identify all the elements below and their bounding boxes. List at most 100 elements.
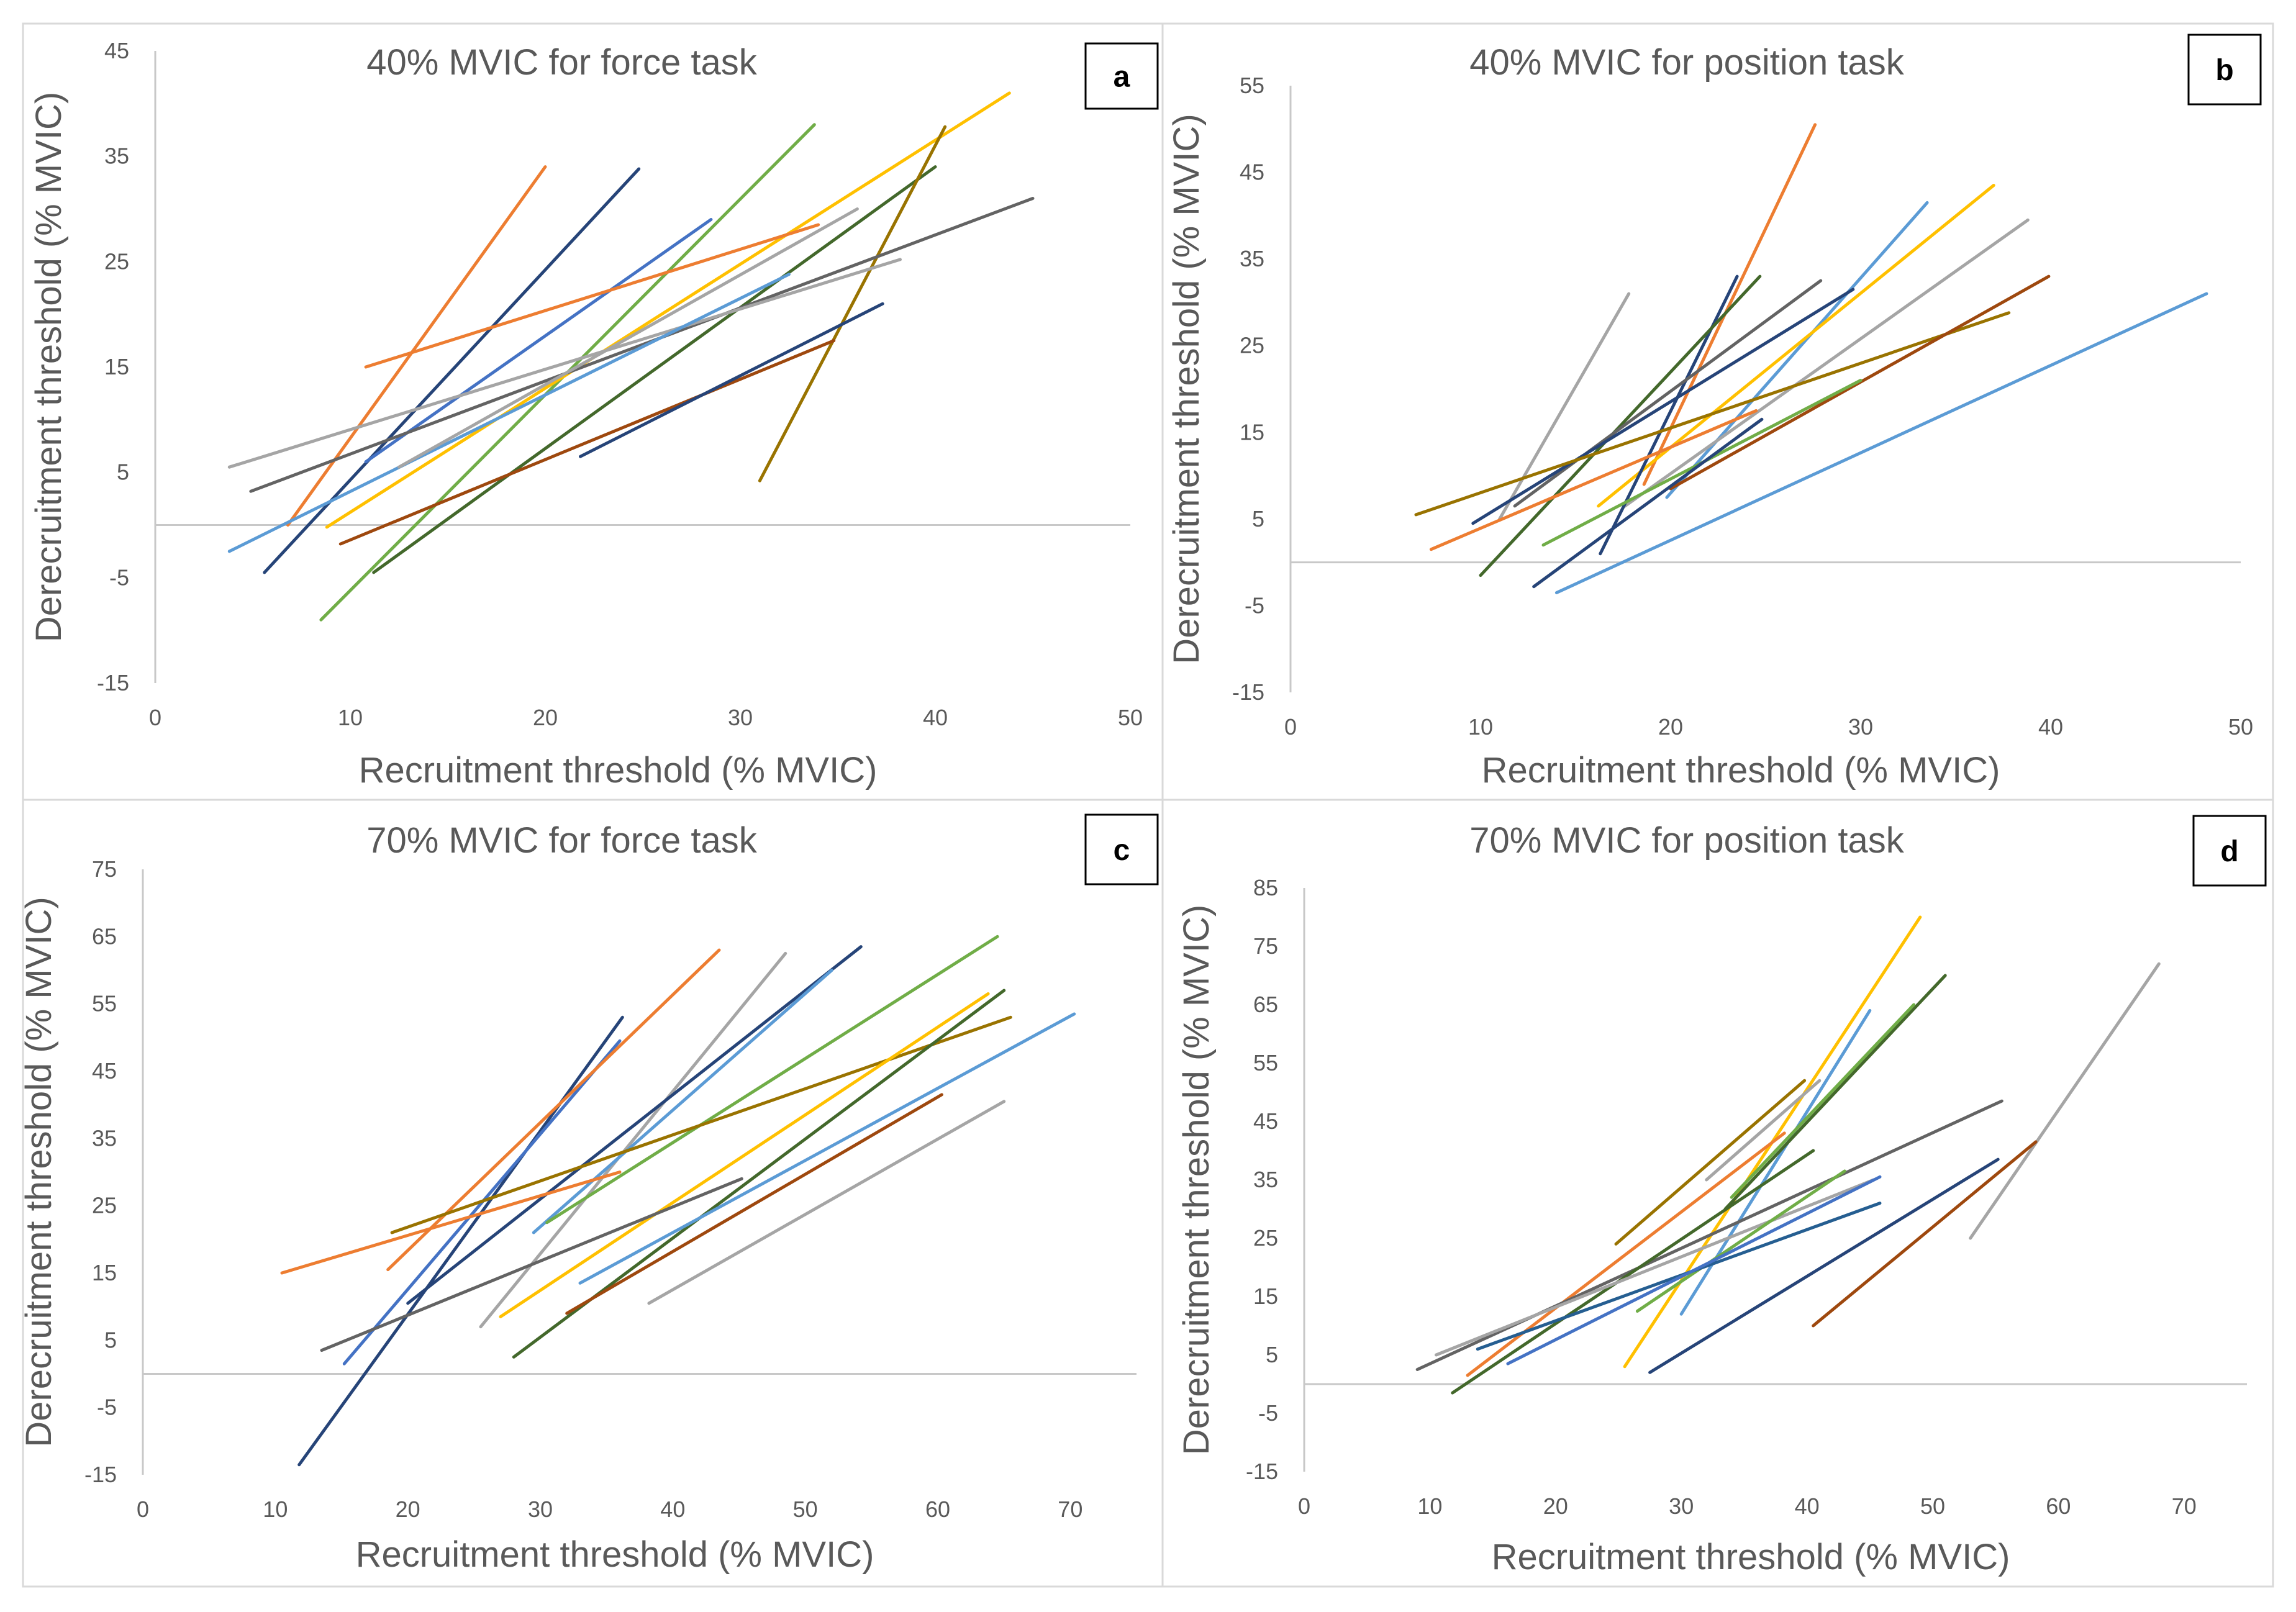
y-axis-label: Derecruitment threshold (% MVIC) — [1176, 905, 1217, 1455]
x-tick-label: 0 — [149, 705, 161, 730]
chart-title: 40% MVIC for force task — [366, 42, 758, 83]
y-axis-label: Derecruitment threshold (% MVIC) — [19, 897, 59, 1447]
y-tick-label: 35 — [1240, 246, 1264, 271]
y-tick-label: -5 — [1245, 592, 1264, 618]
series-line-9 — [249, 197, 1035, 493]
x-axis-label: Recruitment threshold (% MVIC) — [1482, 750, 2000, 790]
x-tick-label: 10 — [263, 1497, 288, 1522]
series-line-2 — [263, 167, 641, 574]
series-line-8 — [1513, 279, 1823, 508]
x-tick-label: 40 — [2038, 714, 2063, 740]
y-tick-label: 45 — [104, 38, 129, 63]
x-tick-label: 60 — [925, 1497, 950, 1522]
panel-frame — [1161, 799, 2274, 1588]
series-line-2 — [1642, 123, 1817, 486]
y-tick-label: 45 — [1240, 160, 1264, 185]
y-tick-label: 5 — [1266, 1342, 1278, 1367]
series-line-13 — [338, 339, 836, 546]
y-tick-label: -15 — [1246, 1459, 1278, 1484]
y-tick-label: 5 — [1252, 506, 1264, 532]
y-tick-label: 35 — [104, 143, 129, 169]
series-line-11 — [227, 273, 791, 553]
chart-panel-b: -15 -5 5 15 25 35 45 55 0 10 20 30 40 50 40% MVIC for … — [1161, 22, 2274, 801]
panel-letter: a — [1114, 61, 1130, 94]
x-axis-label: Recruitment threshold (% MVIC) — [1492, 1537, 2010, 1577]
series-line-9 — [280, 1171, 622, 1275]
chart-panel-a: -15 -5 5 15 25 35 45 0 10 20 30 40 50 40% MVIC for fo… — [22, 22, 1164, 801]
series-line-10 — [1451, 1149, 1815, 1395]
y-tick-label: 25 — [1253, 1225, 1278, 1251]
y-tick-label: 15 — [1253, 1284, 1278, 1309]
series-line-5 — [325, 91, 1011, 529]
y-tick-label: 15 — [1240, 419, 1264, 445]
series-line-7 — [1479, 274, 1762, 577]
series-line-10 — [227, 258, 902, 469]
y-tick-label: 35 — [92, 1125, 117, 1151]
x-tick-label: 40 — [923, 705, 948, 730]
series-line-10 — [499, 992, 990, 1318]
series-line-12 — [1635, 1169, 1846, 1313]
panel-letter-box — [1084, 42, 1159, 110]
series-line-15 — [320, 1177, 743, 1352]
y-tick-label: 25 — [1240, 333, 1264, 358]
y-tick-label: -15 — [97, 670, 129, 695]
series-line-1 — [297, 1015, 624, 1467]
y-tick-label: 45 — [1253, 1108, 1278, 1134]
series-line-6 — [1614, 1079, 1807, 1246]
y-tick-label: 65 — [92, 923, 117, 949]
series-line-8 — [1969, 962, 2161, 1240]
series-line-4 — [1730, 1003, 1916, 1199]
series-line-8 — [390, 1015, 1012, 1234]
series-line-14 — [579, 302, 884, 458]
series-line-5 — [406, 945, 863, 1305]
series-line-15 — [1648, 1157, 2000, 1374]
y-tick-label: -5 — [109, 564, 129, 590]
panel-letter: c — [1114, 834, 1130, 867]
x-tick-label: 0 — [1284, 714, 1297, 740]
series-line-5 — [1705, 1079, 1822, 1182]
series-line-3 — [364, 218, 713, 464]
series-line-6 — [1599, 274, 1739, 556]
y-tick-label: 25 — [92, 1193, 117, 1218]
series-line-3 — [1723, 974, 1947, 1211]
series-line-1 — [1498, 292, 1631, 521]
panel-frame — [22, 22, 1164, 801]
x-tick-label: 0 — [1298, 1493, 1310, 1519]
y-tick-label: 55 — [92, 991, 117, 1017]
y-tick-label: -15 — [84, 1462, 117, 1487]
series-line-10 — [1414, 311, 2011, 517]
y-tick-label: 45 — [92, 1058, 117, 1084]
x-tick-label: 20 — [1543, 1493, 1568, 1519]
series-line-14 — [647, 1100, 1006, 1305]
x-tick-label: 30 — [728, 705, 753, 730]
panel-letter: d — [2220, 835, 2238, 868]
series-line-12 — [397, 207, 859, 469]
chart-title: 70% MVIC for position task — [1469, 820, 1905, 861]
y-axis-label: Derecruitment threshold (% MVIC) — [1166, 114, 1207, 664]
chart-title: 70% MVIC for force task — [366, 820, 758, 861]
chart-panel-c: -15 -5 5 15 25 35 45 55 65 75 0 10 20 30 40 50 60 70 70% M… — [19, 799, 1164, 1588]
x-tick-label: 60 — [2046, 1493, 2071, 1519]
series-line-6 — [372, 165, 937, 574]
series-line-11 — [1435, 1178, 1876, 1357]
x-tick-label: 10 — [1417, 1493, 1442, 1519]
y-tick-label: -15 — [1232, 679, 1264, 705]
x-tick-label: 40 — [1795, 1493, 1820, 1519]
x-tick-label: 70 — [2172, 1493, 2197, 1519]
panel-letter-box — [1084, 813, 1159, 885]
x-tick-label: 30 — [528, 1497, 553, 1522]
x-tick-label: 20 — [533, 705, 558, 730]
series-line-14 — [1506, 1175, 1882, 1365]
x-tick-label: 10 — [338, 705, 363, 730]
y-tick-label: 25 — [104, 248, 129, 274]
x-tick-label: 10 — [1468, 714, 1493, 740]
x-tick-label: 50 — [793, 1497, 818, 1522]
series-line-15 — [1532, 417, 1764, 589]
x-axis-label: Recruitment threshold (% MVIC) — [356, 1534, 874, 1575]
y-tick-label: 75 — [1253, 933, 1278, 959]
series-line-9 — [1471, 288, 1855, 525]
series-line-12 — [1554, 292, 2208, 594]
panel-letter-box — [2192, 815, 2267, 887]
series-line-3 — [1665, 201, 1929, 499]
